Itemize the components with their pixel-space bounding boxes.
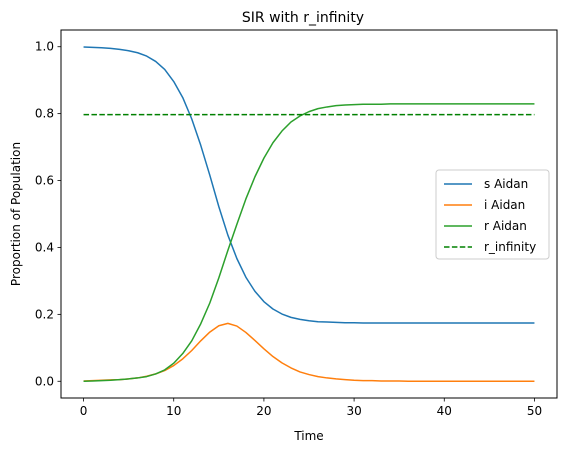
x-tick-label: 40 [437, 404, 452, 418]
legend-items: s Aidan i Aidan r Aidan r_infinity [444, 177, 536, 254]
legend-box [435, 169, 550, 260]
legend-label: r_infinity [484, 240, 536, 254]
y-tick-label: 0.6 [35, 174, 54, 188]
x-tick-label: 0 [80, 404, 88, 418]
legend-label: r Aidan [484, 219, 527, 233]
x-axis-label: Time [293, 429, 323, 443]
x-axis: 0 10 20 30 40 50 [80, 398, 542, 418]
y-tick-label: 0.2 [35, 307, 54, 321]
x-tick-label: 20 [256, 404, 271, 418]
y-tick-label: 0.0 [35, 374, 54, 388]
legend-label: s Aidan [484, 177, 528, 191]
series-line-s-aidan [83, 46, 535, 324]
y-axis-label: Proportion of Population [9, 142, 23, 286]
x-tick-label: 50 [527, 404, 542, 418]
legend-label: i Aidan [484, 198, 525, 212]
y-axis: 0.0 0.2 0.4 0.6 0.8 1.0 [35, 40, 61, 388]
legend: s Aidan i Aidan r Aidan r_infinity [435, 169, 550, 260]
chart-title: SIR with r_infinity [242, 10, 364, 26]
y-tick-label: 0.4 [35, 240, 54, 254]
series-layer [83, 46, 535, 383]
x-tick-label: 10 [166, 404, 181, 418]
y-tick-label: 0.8 [35, 107, 54, 121]
y-tick-label: 1.0 [35, 40, 54, 54]
series-line-r-aidan [83, 103, 535, 383]
x-tick-label: 30 [346, 404, 361, 418]
